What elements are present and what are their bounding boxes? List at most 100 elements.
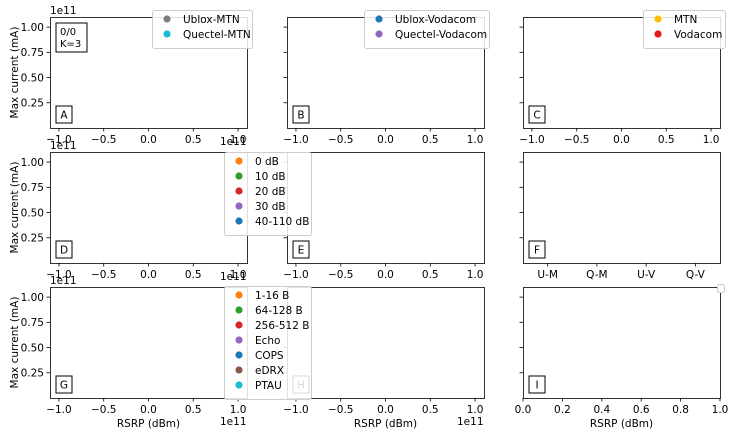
legend-A: Ublox-MTN Quectel-MTN [152,10,253,49]
x-axis-label: RSRP (dBm) [354,418,417,430]
legend-label: 30 dB [255,201,286,213]
panel-letter: F [534,245,540,257]
y-axis-label: Max current (mA) [9,297,21,389]
y-offset-label: 1e11 [50,5,77,17]
x-tick-label: −1.0 [46,269,72,281]
legend-label: Quectel-MTN [183,29,251,41]
legend-marker [235,202,243,210]
y-offset-label: 1e11 [50,140,77,152]
y-tick-label: 1.00 [21,292,44,304]
legend-label: COPS [255,350,284,362]
x-tick-label: 0.0 [377,269,394,281]
legend-C: MTN Vodacom [643,10,726,49]
legend-label: Quectel-Vodacom [395,29,487,41]
y-tick-label: 0.75 [21,182,44,194]
axes-frame [50,287,248,399]
legend-frame [224,152,312,236]
legend-marker [235,336,243,344]
legend-frame [152,10,253,49]
panel-letter-box [55,240,73,259]
x-tick-label: 0.5 [422,134,439,146]
x-tick-label: −0.5 [91,134,117,146]
x-tick-label: −1.0 [519,134,545,146]
x-offset-label: 1e11 [457,416,484,428]
legend-B: Ublox-Vodacom Quectel-Vodacom [364,10,490,49]
panel-letter-box [528,375,546,394]
x-tick-label: 1.0 [230,269,247,281]
x-tick-label: 0.5 [185,269,202,281]
y-tick-label: 0.75 [21,47,44,59]
annotation-text: K=3 [60,39,81,50]
legend-label: 20 dB [255,186,286,198]
legend-marker [235,351,243,359]
y-tick-label: 0.25 [21,98,44,110]
x-tick-label: 0.4 [593,404,610,416]
panel-G: 0.250.500.751.00−1.0 −0.5 0.0 0.5 1.01e111e1… [9,275,248,430]
panel-letter: D [60,245,68,257]
legend-marker [654,15,662,23]
x-tick-label: −1.0 [46,404,72,416]
legend-frame [643,10,726,49]
panel-letter-box [292,240,310,259]
panel-letter: G [60,380,68,392]
x-offset-label: 1e11 [220,136,247,148]
x-tick-label: 1.0 [712,404,729,416]
empty-legend-marker [717,284,725,293]
x-tick-label: 0.0 [377,404,394,416]
panel-D: 0.250.500.751.00−1.0 −0.5 0.0 0.5 1.01e111e1… [9,140,248,283]
panel-letter-box [528,240,546,259]
legend-marker [235,157,243,165]
x-axis-label: RSRP (dBm) [117,418,180,430]
legend-label: 10 dB [255,171,286,183]
legend-G: 1-16 B 64-128 B 256-512 B Echo COPS eDRX PTAU [224,286,312,400]
x-tick-label: 0.5 [185,134,202,146]
legend-label: Ublox-MTN [183,14,240,26]
x-tick-label: 1.0 [467,404,484,416]
x-tick-label: 0.0 [613,134,630,146]
panel-letter-box [55,105,73,124]
legend-label: Vodacom [674,29,722,41]
y-tick-label: 0.50 [21,207,44,219]
legend-label: eDRX [255,365,284,377]
x-tick-label: −0.5 [328,404,354,416]
x-tick-label: 0.0 [140,134,157,146]
legend-label: 40-110 dB [255,216,309,228]
x-tick-label: 0.5 [422,269,439,281]
x-tick-label: −0.5 [328,269,354,281]
x-tick-label: 0.6 [633,404,650,416]
y-axis-label: Max current (mA) [9,162,21,254]
legend-marker [163,15,171,23]
x-tick-label: 0.8 [672,404,689,416]
legend-marker [235,381,243,389]
legend-marker [375,15,383,23]
panel-letter: E [298,245,305,257]
x-tick-label: 1.0 [230,134,247,146]
axes-frame [287,287,485,399]
x-tick-label: U-V [637,269,656,281]
panel-letter: I [535,380,538,392]
x-tick-label: 1.0 [467,269,484,281]
x-tick-label: U-M [537,269,558,281]
legend-marker [235,172,243,180]
panel-E: −1.0 −0.5 0.0 0.5 1.0 E [283,152,485,281]
x-tick-label: −0.5 [91,404,117,416]
y-offset-label: 1e11 [50,275,77,287]
panel-letter: B [297,110,304,122]
x-tick-label: 0.5 [658,134,675,146]
x-tick-label: −1.0 [283,134,309,146]
panel-C: −1.0 −0.5 0.0 0.5 1.0 C [519,17,721,146]
panel-letter: A [60,110,68,122]
y-tick-label: 0.75 [21,317,44,329]
y-tick-label: 1.00 [21,157,44,169]
annotation-text: 0/0 [60,27,76,38]
x-axis-label: RSRP (dBm) [590,418,653,430]
legend-frame [364,10,490,49]
x-tick-label: −1.0 [283,404,309,416]
legend-label: PTAU [255,380,282,392]
y-tick-label: 0.25 [21,368,44,380]
panel-I: 0.0 0.2 0.4 0.6 0.8 1.0 RSRP (dBm) I [515,287,729,430]
panel-letter-box [528,105,546,124]
axes-frame [50,152,248,264]
axes-frame [523,287,721,399]
